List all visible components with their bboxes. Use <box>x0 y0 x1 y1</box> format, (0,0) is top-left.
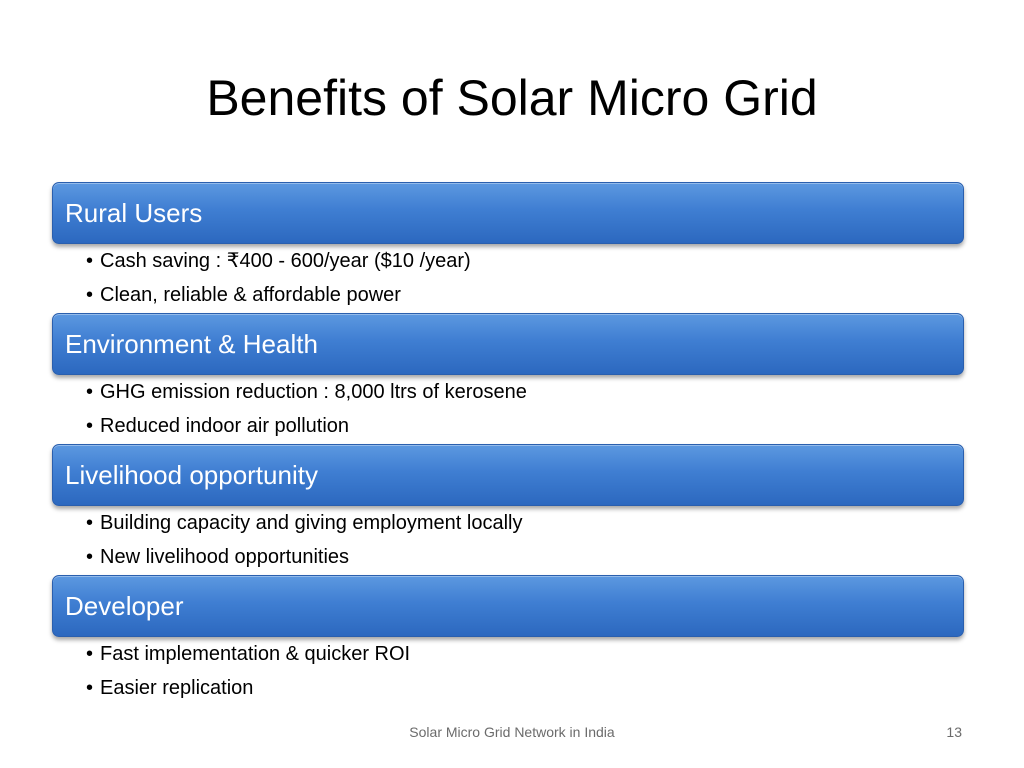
section-bar-rural-users: Rural Users <box>52 182 964 244</box>
bullet-icon: • <box>86 250 94 272</box>
bullet-text: Reduced indoor air pollution <box>100 415 350 437</box>
bullet-icon: • <box>86 677 94 699</box>
bullet-list-developer: • Fast implementation & quicker ROI • Easi… <box>86 637 946 705</box>
bullet-text: New livelihood opportunities <box>100 546 350 568</box>
section-bar-developer: Developer <box>52 575 964 637</box>
bullet-text: Cash saving : ₹400 - 600/year ($10 /year… <box>100 250 471 272</box>
bullet-item: • Reduced indoor air pollution <box>86 409 946 443</box>
bullet-list-environment-health: • GHG emission reduction : 8,000 ltrs of … <box>86 375 946 443</box>
bullet-icon: • <box>86 643 94 665</box>
slide-footer: Solar Micro Grid Network in India <box>409 724 615 740</box>
bullet-list-livelihood-opportunity: • Building capacity and giving employment… <box>86 506 946 574</box>
bullet-item: • Easier replication <box>86 671 946 705</box>
bullet-text: GHG emission reduction : 8,000 ltrs of k… <box>100 381 527 403</box>
bullet-list-rural-users: • Cash saving : ₹400 - 600/year ($10 /yea… <box>86 244 946 312</box>
bullet-text: Building capacity and giving employment … <box>100 512 523 534</box>
bullet-item: • Clean, reliable & affordable power <box>86 278 946 312</box>
bullet-icon: • <box>86 546 94 568</box>
bullet-text: Fast implementation & quicker ROI <box>100 643 411 665</box>
bullet-item: • New livelihood opportunities <box>86 540 946 574</box>
bullet-text: Easier replication <box>100 677 254 699</box>
slide-title: Benefits of Solar Micro Grid <box>206 70 818 126</box>
section-label: Environment & Health <box>65 329 318 359</box>
page-number: 13 <box>946 724 962 740</box>
bullet-text: Clean, reliable & affordable power <box>100 284 401 306</box>
section-label: Rural Users <box>65 198 203 228</box>
bullet-icon: • <box>86 415 94 437</box>
bullet-icon: • <box>86 284 94 306</box>
section-label: Livelihood opportunity <box>65 460 318 490</box>
bullet-icon: • <box>86 512 94 534</box>
bullet-item: • GHG emission reduction : 8,000 ltrs of … <box>86 375 946 409</box>
bullet-item: • Cash saving : ₹400 - 600/year ($10 /yea… <box>86 244 946 278</box>
section-bar-livelihood-opportunity: Livelihood opportunity <box>52 444 964 506</box>
bullet-item: • Building capacity and giving employment… <box>86 506 946 540</box>
section-label: Developer <box>65 591 184 621</box>
section-bar-environment-health: Environment & Health <box>52 313 964 375</box>
bullet-icon: • <box>86 381 94 403</box>
bullet-item: • Fast implementation & quicker ROI <box>86 637 946 671</box>
